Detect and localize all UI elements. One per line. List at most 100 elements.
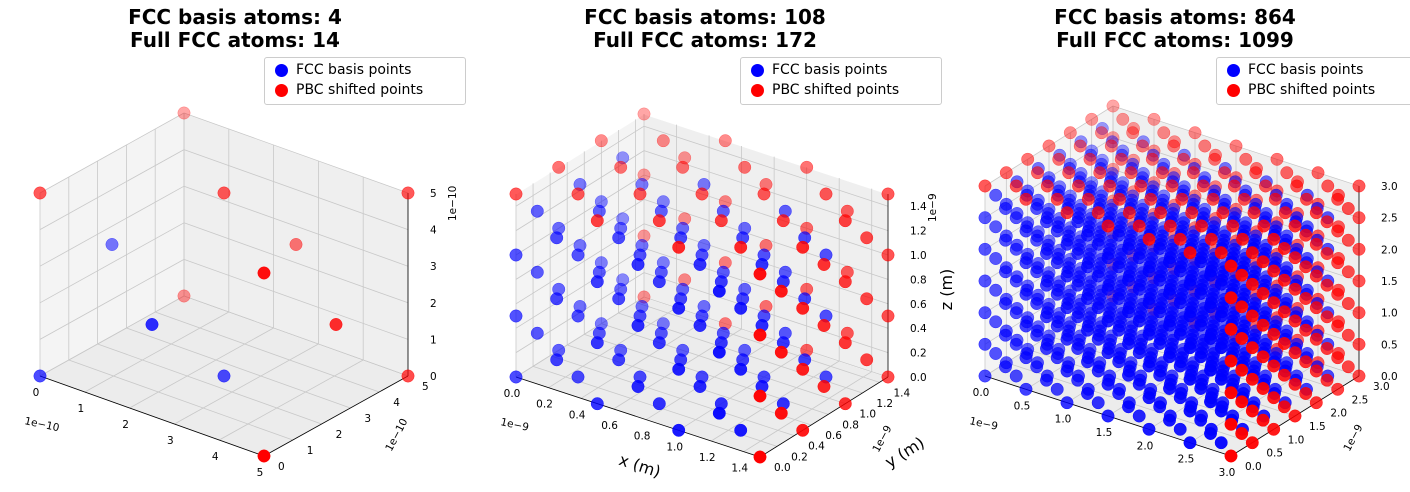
basis-point (1009, 337, 1023, 351)
legend-item-pbc: PBC shifted points (275, 80, 423, 100)
pbc-point (1224, 291, 1238, 305)
pbc-point (1309, 364, 1323, 378)
pbc-point (999, 166, 1013, 180)
basis-point (1050, 256, 1064, 270)
basis-point (672, 362, 686, 376)
basis-point (672, 301, 686, 315)
pbc-point (1085, 112, 1099, 126)
grid-line (39, 149, 185, 230)
basis-point (1081, 260, 1094, 274)
basis-point (1019, 351, 1033, 365)
grid-line (710, 360, 840, 442)
pbc-point (177, 289, 191, 303)
basis-point (1101, 251, 1115, 265)
pbc-point (1245, 436, 1259, 450)
pbc-point (1256, 413, 1270, 427)
grid-line (515, 174, 645, 256)
pbc-point (774, 406, 788, 420)
x-tick-label: 1.5 (1096, 427, 1113, 439)
pbc-point (1256, 382, 1270, 395)
basis-point (712, 284, 726, 298)
pbc-point (796, 240, 810, 254)
pbc-point (257, 266, 271, 280)
basis-point (1112, 323, 1126, 337)
pbc-point (1245, 372, 1259, 386)
z-tick-label: 0.0 (1381, 371, 1398, 383)
basis-point (1163, 413, 1176, 427)
legend-item-pbc: PBC shifted points (751, 80, 899, 100)
grid-line (39, 112, 185, 194)
pbc-point (1277, 337, 1291, 350)
pbc-point (1256, 350, 1270, 364)
basis-point (978, 274, 992, 288)
pbc-point (1031, 166, 1044, 180)
pbc-point (1183, 246, 1197, 260)
pbc-point (1277, 305, 1291, 319)
grid-line (183, 295, 409, 377)
pbc-point (1052, 152, 1066, 166)
legend-item-basis: FCC basis points (1227, 60, 1363, 80)
x-tick-label: 0.8 (634, 431, 651, 443)
pbc-point (1167, 139, 1181, 153)
pbc-point (1331, 351, 1345, 365)
basis-point (652, 336, 666, 350)
pbc-point (1245, 341, 1259, 355)
pbc-point (1224, 354, 1238, 368)
basis-point (1040, 310, 1053, 324)
basis-point (1091, 269, 1105, 283)
basis-point (734, 423, 748, 437)
pbc-point (817, 319, 831, 332)
x-axis-line (515, 376, 761, 458)
grid-line (550, 355, 795, 437)
pbc-point (1299, 387, 1313, 400)
pbc-point (1277, 368, 1291, 382)
grid-line (39, 259, 185, 340)
basis-point (1163, 287, 1176, 300)
grid-line (515, 296, 645, 378)
pbc-point (1288, 346, 1302, 360)
basis-point (1142, 296, 1156, 310)
y-tick-label: 1 (307, 445, 314, 457)
legend: FCC basis points PBC shifted points (1216, 57, 1410, 105)
y-tick-label: 0 (278, 461, 285, 473)
pbc-point (590, 214, 604, 228)
basis-point (1214, 341, 1228, 355)
x-tick-label: 0.0 (973, 387, 990, 399)
z-tick-label: 2.0 (1381, 244, 1398, 256)
pbc-point (1104, 139, 1118, 153)
y-tick-label: 1.0 (1288, 434, 1305, 446)
basis-point (693, 380, 707, 393)
basis-point (1204, 395, 1217, 409)
y-offset-label: 1e−9 (1341, 423, 1365, 454)
grid-line (515, 125, 645, 207)
pbc-point (1239, 152, 1253, 166)
grid-line (635, 301, 880, 383)
x-tick-label: 1.0 (1055, 414, 1072, 426)
basis-point (1173, 391, 1187, 405)
pbc-point (753, 267, 767, 281)
basis-point (612, 353, 626, 367)
y-axis-line (759, 376, 889, 458)
grid-line (39, 222, 185, 304)
grid-line (567, 344, 812, 426)
pbc-point (1224, 386, 1238, 400)
basis-point (693, 319, 707, 332)
basis-point (1163, 318, 1176, 332)
grid-line (183, 112, 409, 194)
basis-point (1101, 377, 1115, 391)
pbc-point (1352, 179, 1366, 193)
grid-line (126, 327, 351, 409)
pbc-point (1278, 206, 1292, 220)
basis-point (978, 306, 992, 320)
pbc-point (1267, 359, 1281, 373)
x-tick-label: 0 (33, 387, 40, 399)
basis-point (1050, 382, 1064, 396)
pbc-point (552, 160, 566, 174)
pbc-point (774, 345, 788, 359)
y-tick-label: 1.2 (876, 398, 893, 410)
pbc-point (796, 362, 810, 376)
pbc-point (1247, 206, 1261, 220)
x-tick-label: 0.2 (536, 399, 553, 411)
pbc-point (637, 107, 651, 121)
pbc-point (1331, 224, 1345, 238)
